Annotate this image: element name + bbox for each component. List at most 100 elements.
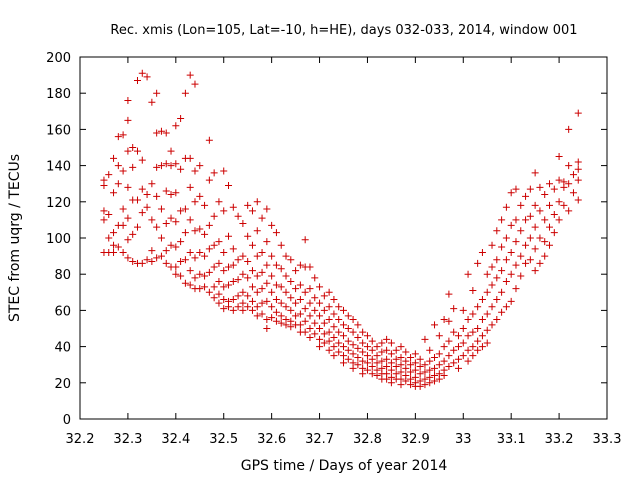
data-point — [320, 330, 328, 338]
data-point — [354, 353, 362, 361]
data-point — [220, 248, 228, 256]
data-point — [397, 361, 405, 369]
data-point — [157, 234, 165, 242]
data-point — [569, 189, 577, 197]
data-point — [172, 160, 180, 168]
data-point — [363, 359, 371, 367]
data-point — [450, 359, 458, 367]
data-point — [407, 381, 415, 389]
data-point — [148, 216, 156, 224]
data-point — [248, 207, 256, 215]
data-point — [320, 292, 328, 300]
data-point — [531, 267, 539, 275]
data-point — [138, 156, 146, 164]
data-point — [340, 332, 347, 340]
data-point — [225, 303, 233, 311]
data-point — [100, 182, 108, 190]
data-point — [210, 283, 218, 291]
data-point — [181, 256, 189, 264]
data-point — [181, 205, 189, 213]
data-point — [459, 306, 467, 314]
data-point — [431, 364, 439, 372]
data-point — [153, 223, 161, 231]
data-point — [253, 288, 261, 296]
data-point — [181, 89, 189, 97]
data-point — [110, 189, 118, 197]
data-point — [177, 238, 185, 246]
data-point — [210, 241, 218, 249]
data-point — [387, 379, 395, 387]
data-point — [469, 328, 477, 336]
data-point — [383, 363, 391, 371]
data-point — [277, 283, 285, 291]
data-point — [325, 346, 333, 354]
data-point — [550, 210, 558, 218]
data-point — [349, 328, 357, 336]
data-point — [474, 337, 482, 345]
x-tick-label: 33.3 — [593, 432, 622, 447]
data-point — [148, 98, 156, 106]
data-point — [148, 258, 156, 266]
data-point — [320, 319, 328, 327]
data-point — [196, 285, 204, 293]
data-point — [392, 363, 400, 371]
data-point — [248, 267, 256, 275]
data-point — [110, 241, 118, 249]
data-point — [435, 332, 443, 340]
data-point — [277, 319, 285, 327]
data-point — [268, 303, 276, 311]
data-point — [368, 363, 376, 371]
y-tick-label: 120 — [46, 196, 71, 211]
data-point — [431, 321, 439, 329]
data-point — [416, 355, 424, 363]
data-point — [220, 267, 228, 275]
data-point — [397, 343, 405, 351]
data-point — [522, 216, 530, 224]
data-point — [383, 355, 391, 363]
data-point — [210, 263, 218, 271]
data-point — [454, 332, 462, 340]
data-point — [459, 339, 467, 347]
data-point — [440, 357, 448, 365]
data-point — [129, 144, 137, 151]
data-point — [569, 171, 577, 179]
data-point — [157, 205, 165, 213]
data-point — [263, 205, 271, 213]
data-point — [464, 346, 472, 354]
data-point — [531, 245, 539, 253]
data-point — [522, 192, 530, 200]
data-point — [316, 325, 324, 332]
data-point — [263, 238, 271, 246]
data-point — [340, 321, 347, 329]
data-point — [574, 158, 582, 166]
data-point — [474, 325, 482, 332]
x-axis: 32.2 32.3 32.4 32.5 32.6 32.7 32.8 32.9 33 33.1 33… — [66, 57, 622, 447]
data-point — [411, 366, 419, 374]
data-point — [411, 350, 419, 358]
data-point — [201, 272, 209, 280]
y-tick-label: 140 — [46, 160, 71, 175]
data-point — [373, 352, 381, 360]
data-point — [239, 299, 247, 307]
data-point — [493, 315, 501, 323]
data-point — [268, 252, 276, 260]
x-axis-title: GPS time / Days of year 2014 — [241, 458, 448, 474]
data-point — [507, 297, 515, 305]
data-point — [498, 216, 506, 224]
data-point — [363, 366, 371, 374]
data-point — [124, 254, 132, 262]
data-point — [411, 359, 419, 367]
data-point — [215, 198, 223, 206]
y-tick-label: 80 — [54, 268, 71, 283]
data-point — [229, 245, 237, 253]
data-point — [502, 256, 510, 264]
data-point — [416, 370, 424, 378]
data-point — [512, 238, 520, 246]
data-point — [162, 160, 170, 168]
data-point — [574, 176, 582, 184]
data-point — [186, 154, 194, 162]
data-point — [215, 277, 223, 285]
data-point — [469, 286, 477, 294]
data-point — [114, 180, 122, 188]
data-point — [363, 332, 371, 340]
